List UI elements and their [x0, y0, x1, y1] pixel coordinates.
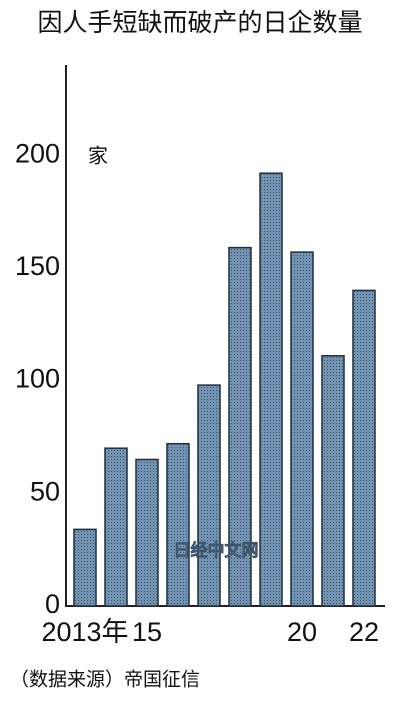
y-tick-label: 0 [45, 589, 60, 619]
y-tick-label: 50 [30, 476, 60, 506]
bar [228, 246, 252, 607]
x-tick-label: 15 [132, 617, 162, 647]
bar [352, 289, 376, 607]
bar [197, 384, 221, 607]
bar [321, 355, 345, 607]
y-tick-label: 150 [15, 251, 60, 281]
x-tick-label: 22 [349, 617, 379, 647]
x-tick-label: 20 [287, 617, 317, 647]
bar [135, 458, 159, 607]
bar [166, 442, 190, 607]
source: （数据来源）帝国征信 [10, 669, 200, 691]
x-tick-label: 2013年 [41, 617, 128, 647]
bar [104, 447, 128, 607]
bar [73, 528, 97, 607]
y-tick-label: 100 [15, 364, 60, 394]
unit-label: 家 [88, 144, 108, 168]
chart-title: 因人手短缺而破产的日企数量 [37, 8, 362, 37]
y-tick-label: 200 [15, 138, 60, 168]
bar [290, 251, 314, 607]
bar [259, 172, 283, 607]
watermark: 日经中文网 [174, 540, 259, 561]
